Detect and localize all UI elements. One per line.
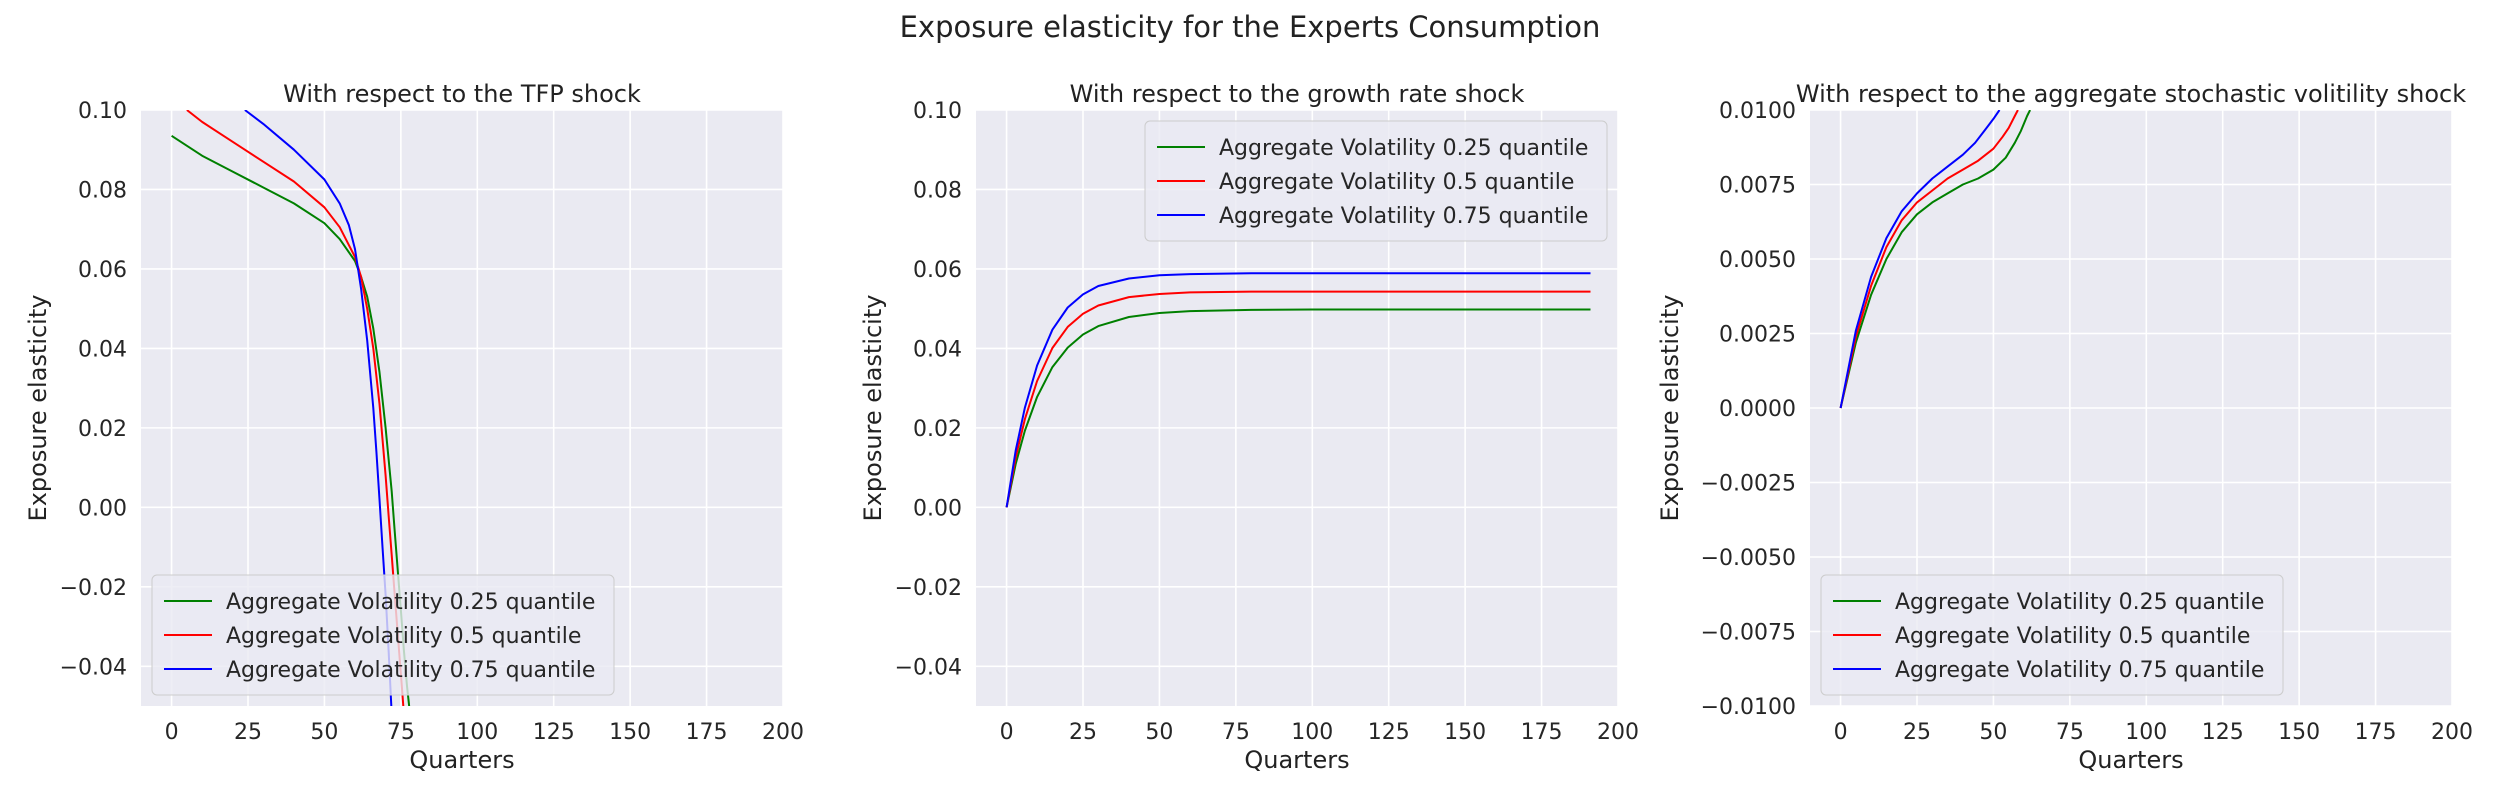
legend-label: Aggregate Volatility 0.5 quantile bbox=[1895, 624, 2250, 649]
x-tick-label: 25 bbox=[1903, 720, 1931, 745]
y-tick-label: 0.0100 bbox=[1719, 99, 1796, 124]
x-tick-label: 125 bbox=[2202, 720, 2244, 745]
series-line bbox=[1839, 110, 2031, 409]
y-tick-labels: −0.04 −0.02 0.00 0.02 0.04 0.06 0.08 0.10 bbox=[60, 99, 127, 680]
x-tick-label: 150 bbox=[1444, 720, 1486, 745]
x-tick-labels: 0 25 50 75 100 125 150 175 200 bbox=[1000, 720, 1639, 745]
y-tick-label: 0.08 bbox=[913, 178, 962, 203]
x-axis-label: Quarters bbox=[409, 746, 514, 774]
x-tick-label: 175 bbox=[686, 720, 728, 745]
y-tick-label: 0.04 bbox=[78, 337, 127, 362]
figure-title: Exposure elasticity for the Experts Cons… bbox=[900, 10, 1601, 44]
panel-volatility-shock: With respect to the aggregate stochastic… bbox=[1656, 80, 2473, 774]
series-line bbox=[1839, 110, 2019, 409]
y-tick-label: 0.0050 bbox=[1719, 248, 1796, 273]
legend-label: Aggregate Volatility 0.25 quantile bbox=[226, 590, 595, 615]
x-tick-label: 0 bbox=[1834, 720, 1848, 745]
x-axis-label: Quarters bbox=[1244, 746, 1349, 774]
x-tick-labels: 0 25 50 75 100 125 150 175 200 bbox=[1834, 720, 2473, 745]
legend: Aggregate Volatility 0.25 quantile Aggreg… bbox=[1144, 120, 1608, 242]
series-line bbox=[1005, 308, 1591, 508]
y-tick-label: −0.0100 bbox=[1701, 695, 1796, 720]
y-tick-label: −0.02 bbox=[895, 576, 962, 601]
legend-box bbox=[1144, 120, 1608, 242]
legend-label: Aggregate Volatility 0.5 quantile bbox=[1219, 170, 1574, 195]
series-line bbox=[1005, 290, 1591, 508]
legend-label: Aggregate Volatility 0.5 quantile bbox=[226, 624, 581, 649]
legend: Aggregate Volatility 0.25 quantile Aggreg… bbox=[1820, 574, 2284, 696]
y-tick-label: 0.02 bbox=[913, 417, 962, 442]
y-tick-label: 0.02 bbox=[78, 417, 127, 442]
y-axis-label: Exposure elasticity bbox=[24, 295, 52, 522]
legend-label: Aggregate Volatility 0.75 quantile bbox=[1895, 658, 2264, 683]
y-tick-labels: −0.0100 −0.0075 −0.0050 −0.0025 0.0000 0.0025… bbox=[1701, 99, 1796, 720]
y-axis-label: Exposure elasticity bbox=[859, 295, 887, 522]
x-tick-label: 200 bbox=[1597, 720, 1639, 745]
y-tick-label: 0.00 bbox=[913, 496, 962, 521]
y-tick-label: −0.04 bbox=[895, 655, 962, 680]
x-tick-label: 0 bbox=[165, 720, 179, 745]
x-tick-label: 100 bbox=[1291, 720, 1333, 745]
x-tick-label: 100 bbox=[456, 720, 498, 745]
x-tick-label: 50 bbox=[310, 720, 338, 745]
y-tick-label: 0.00 bbox=[78, 496, 127, 521]
panel-tfp-shock: With respect to the TFP shock 0 25 50 75 100… bbox=[24, 80, 804, 774]
y-tick-label: 0.10 bbox=[913, 99, 962, 124]
series-line bbox=[244, 110, 393, 706]
x-tick-label: 175 bbox=[1521, 720, 1563, 745]
x-tick-label: 100 bbox=[2125, 720, 2167, 745]
y-tick-label: 0.08 bbox=[78, 178, 127, 203]
x-tick-labels: 0 25 50 75 100 125 150 175 200 bbox=[165, 720, 804, 745]
x-tick-label: 75 bbox=[1222, 720, 1250, 745]
y-tick-label: 0.0075 bbox=[1719, 174, 1796, 199]
x-tick-label: 150 bbox=[609, 720, 651, 745]
y-tick-label: 0.10 bbox=[78, 99, 127, 124]
y-tick-label: −0.04 bbox=[60, 655, 127, 680]
x-tick-label: 50 bbox=[1145, 720, 1173, 745]
x-tick-label: 175 bbox=[2355, 720, 2397, 745]
panel-title: With respect to the TFP shock bbox=[283, 80, 641, 108]
x-tick-label: 200 bbox=[762, 720, 804, 745]
panel-growth-rate-shock: With respect to the growth rate shock 0 2… bbox=[859, 80, 1639, 774]
legend-box bbox=[151, 574, 615, 696]
x-tick-label: 50 bbox=[1979, 720, 2007, 745]
y-tick-label: 0.06 bbox=[913, 258, 962, 283]
x-tick-label: 25 bbox=[234, 720, 262, 745]
y-axis-label: Exposure elasticity bbox=[1656, 295, 1684, 522]
x-tick-label: 125 bbox=[1368, 720, 1410, 745]
legend-label: Aggregate Volatility 0.25 quantile bbox=[1219, 136, 1588, 161]
x-tick-label: 200 bbox=[2431, 720, 2473, 745]
series-lines bbox=[1005, 272, 1591, 508]
legend-label: Aggregate Volatility 0.25 quantile bbox=[1895, 590, 2264, 615]
x-tick-label: 25 bbox=[1069, 720, 1097, 745]
x-tick-label: 75 bbox=[2056, 720, 2084, 745]
x-axis-label: Quarters bbox=[2078, 746, 2183, 774]
legend-box bbox=[1820, 574, 2284, 696]
x-tick-label: 0 bbox=[1000, 720, 1014, 745]
y-tick-label: −0.0050 bbox=[1701, 546, 1796, 571]
x-tick-label: 125 bbox=[533, 720, 575, 745]
x-tick-label: 75 bbox=[387, 720, 415, 745]
legend-label: Aggregate Volatility 0.75 quantile bbox=[1219, 204, 1588, 229]
y-tick-label: 0.0025 bbox=[1719, 323, 1796, 348]
series-line bbox=[1005, 272, 1591, 508]
y-tick-label: 0.04 bbox=[913, 337, 962, 362]
legend-label: Aggregate Volatility 0.75 quantile bbox=[226, 658, 595, 683]
y-tick-label: 0.0000 bbox=[1719, 397, 1796, 422]
series-line bbox=[1839, 110, 2001, 409]
y-tick-label: −0.0025 bbox=[1701, 472, 1796, 497]
y-tick-label: 0.06 bbox=[78, 258, 127, 283]
panel-title: With respect to the growth rate shock bbox=[1070, 80, 1525, 108]
panel-title: With respect to the aggregate stochastic… bbox=[1796, 80, 2466, 108]
y-tick-label: −0.02 bbox=[60, 576, 127, 601]
y-tick-label: −0.0075 bbox=[1701, 621, 1796, 646]
x-tick-label: 150 bbox=[2278, 720, 2320, 745]
series-lines bbox=[1839, 110, 2031, 409]
legend: Aggregate Volatility 0.25 quantile Aggreg… bbox=[151, 574, 615, 696]
y-tick-labels: −0.04 −0.02 0.00 0.02 0.04 0.06 0.08 0.10 bbox=[895, 99, 962, 680]
